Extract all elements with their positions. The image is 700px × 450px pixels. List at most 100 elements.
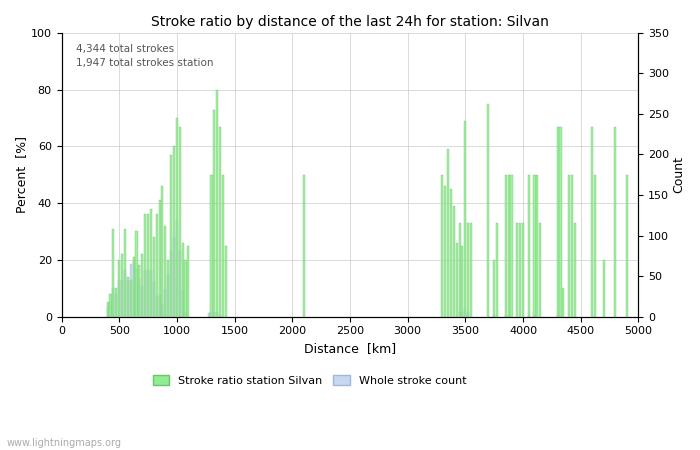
Bar: [162, 186, 164, 316]
Bar: [222, 175, 224, 316]
Text: 4,344 total strokes
1,947 total strokes station: 4,344 total strokes 1,947 total strokes …: [76, 44, 214, 68]
Bar: [170, 251, 172, 316]
Bar: [150, 209, 152, 316]
Bar: [211, 175, 213, 316]
Bar: [106, 302, 108, 316]
Bar: [519, 223, 522, 316]
Bar: [153, 281, 155, 316]
Bar: [176, 118, 178, 316]
Bar: [568, 175, 570, 316]
Bar: [185, 312, 187, 316]
Bar: [533, 315, 536, 316]
Bar: [496, 223, 498, 316]
Bar: [574, 223, 576, 316]
Bar: [167, 260, 169, 316]
Bar: [116, 288, 118, 316]
Bar: [176, 221, 178, 316]
Bar: [106, 307, 108, 316]
Bar: [508, 315, 510, 316]
Bar: [603, 260, 605, 316]
Bar: [505, 315, 507, 316]
Bar: [522, 223, 524, 316]
Bar: [164, 226, 167, 316]
Bar: [185, 260, 187, 316]
Bar: [559, 126, 561, 316]
Bar: [170, 155, 172, 316]
Bar: [162, 304, 164, 316]
Bar: [510, 175, 512, 316]
Bar: [109, 302, 111, 316]
Bar: [178, 251, 181, 316]
Title: Stroke ratio by distance of the last 24h for station: Silvan: Stroke ratio by distance of the last 24h…: [151, 15, 549, 29]
Bar: [508, 175, 510, 316]
Bar: [211, 312, 213, 316]
Bar: [173, 146, 175, 316]
Bar: [571, 175, 573, 316]
Bar: [155, 215, 158, 316]
Bar: [147, 215, 149, 316]
Bar: [144, 270, 146, 316]
Bar: [493, 260, 495, 316]
Y-axis label: Count: Count: [672, 156, 685, 193]
Bar: [124, 229, 126, 316]
Bar: [594, 175, 596, 316]
Bar: [109, 294, 111, 316]
Bar: [467, 223, 469, 316]
Bar: [450, 189, 452, 316]
Bar: [493, 315, 495, 316]
Bar: [181, 291, 183, 316]
Bar: [136, 231, 137, 316]
Bar: [118, 280, 120, 316]
Bar: [127, 277, 129, 316]
Bar: [141, 286, 144, 316]
Bar: [556, 315, 559, 316]
Bar: [150, 270, 152, 316]
Bar: [208, 313, 209, 316]
Bar: [132, 257, 134, 316]
Bar: [127, 281, 129, 316]
Bar: [153, 237, 155, 316]
Bar: [130, 264, 132, 316]
Legend: Stroke ratio station Silvan, Whole stroke count: Stroke ratio station Silvan, Whole strok…: [148, 371, 471, 391]
Bar: [121, 254, 123, 316]
Text: www.lightningmaps.org: www.lightningmaps.org: [7, 438, 122, 448]
Bar: [470, 223, 472, 316]
Bar: [626, 175, 628, 316]
Bar: [461, 312, 463, 316]
Bar: [533, 175, 536, 316]
Bar: [556, 126, 559, 316]
Bar: [136, 269, 137, 316]
Bar: [302, 175, 304, 316]
Bar: [528, 175, 530, 316]
Bar: [216, 312, 218, 316]
X-axis label: Distance  [km]: Distance [km]: [304, 342, 396, 355]
Bar: [158, 200, 160, 316]
Bar: [592, 126, 594, 316]
Y-axis label: Percent  [%]: Percent [%]: [15, 136, 28, 213]
Bar: [225, 246, 227, 316]
Bar: [447, 149, 449, 316]
Bar: [132, 260, 134, 316]
Bar: [441, 175, 443, 316]
Bar: [178, 126, 181, 316]
Bar: [467, 313, 469, 316]
Bar: [539, 223, 541, 316]
Bar: [147, 270, 149, 316]
Bar: [167, 275, 169, 316]
Bar: [130, 279, 132, 316]
Bar: [528, 315, 530, 316]
Bar: [562, 288, 564, 316]
Bar: [456, 243, 458, 316]
Bar: [124, 270, 126, 316]
Bar: [219, 126, 221, 316]
Bar: [464, 121, 466, 316]
Bar: [216, 90, 218, 316]
Bar: [139, 278, 141, 316]
Bar: [158, 296, 160, 316]
Bar: [121, 280, 123, 316]
Bar: [144, 215, 146, 316]
Bar: [113, 229, 115, 316]
Bar: [155, 296, 158, 316]
Bar: [458, 312, 461, 316]
Bar: [214, 312, 216, 316]
